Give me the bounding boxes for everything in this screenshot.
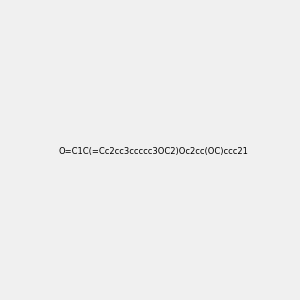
Text: O=C1C(=Cc2cc3ccccc3OC2)Oc2cc(OC)ccc21: O=C1C(=Cc2cc3ccccc3OC2)Oc2cc(OC)ccc21 — [59, 147, 249, 156]
